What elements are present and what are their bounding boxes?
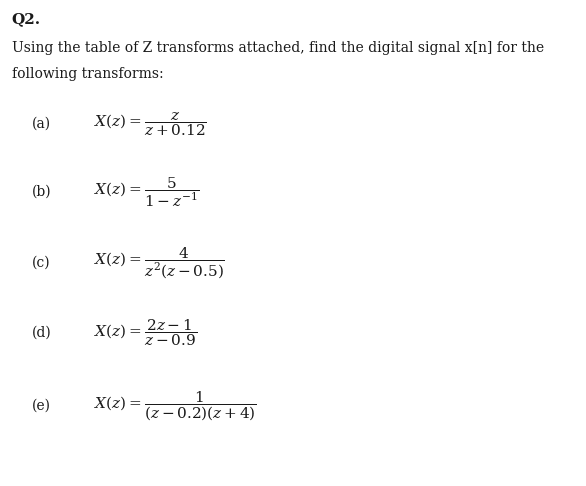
Text: (e): (e) [32, 399, 51, 413]
Text: $X(z) = \dfrac{1}{(z-0.2)(z+4)}$: $X(z) = \dfrac{1}{(z-0.2)(z+4)}$ [94, 389, 257, 422]
Text: (c): (c) [32, 256, 51, 269]
Text: following transforms:: following transforms: [12, 67, 163, 81]
Text: (d): (d) [32, 326, 52, 340]
Text: $X(z) = \dfrac{2z-1}{z-0.9}$: $X(z) = \dfrac{2z-1}{z-0.9}$ [94, 317, 197, 348]
Text: $X(z) = \dfrac{5}{1-z^{-1}}$: $X(z) = \dfrac{5}{1-z^{-1}}$ [94, 175, 199, 208]
Text: $X(z) = \dfrac{z}{z+0.12}$: $X(z) = \dfrac{z}{z+0.12}$ [94, 110, 207, 138]
Text: (b): (b) [32, 185, 52, 199]
Text: Using the table of Z transforms attached, find the digital signal x[n] for the: Using the table of Z transforms attached… [12, 41, 544, 55]
Text: $X(z) = \dfrac{4}{z^{2}(z-0.5)}$: $X(z) = \dfrac{4}{z^{2}(z-0.5)}$ [94, 245, 224, 280]
Text: Q2.: Q2. [12, 12, 41, 26]
Text: (a): (a) [32, 117, 52, 131]
